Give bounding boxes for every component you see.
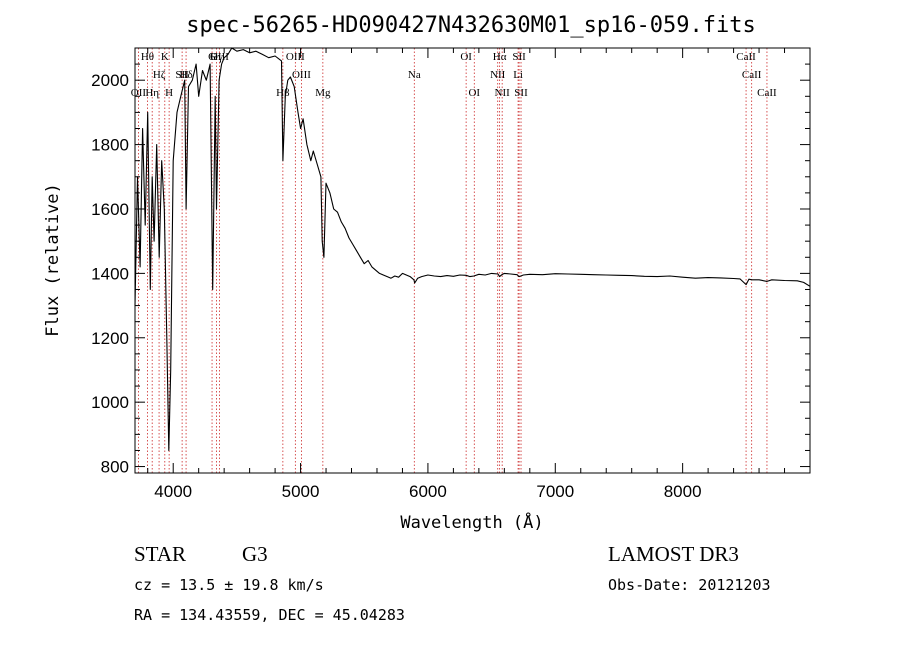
y-tick-label: 1800 [91,136,129,155]
spectral-line-label: OIII [210,51,229,63]
spectral-line-label: SII [512,51,526,63]
chart-title: spec-56265-HD090427N432630M01_sp16-059.f… [186,13,756,38]
x-axis-label: Wavelength (Å) [400,511,543,533]
redshift-info: cz = 13.5 ± 19.8 km/s [134,576,324,594]
y-tick-label: 2000 [91,71,129,90]
obs-date: Obs-Date: 20121203 [608,576,771,594]
x-tick-label: 5000 [282,482,320,501]
spectral-line-label: OIII [286,51,305,63]
spectral-line-label: H [165,87,173,99]
spectral-line-label: G [208,51,216,63]
spectral-line-label: OIII [292,69,311,81]
spectral-line-label: SII [514,87,528,99]
coordinates: RA = 134.43559, DEC = 45.04283 [134,606,405,624]
x-tick-label: 6000 [409,482,447,501]
spectral-line-label: OI [460,51,472,63]
spectrum-line [134,47,811,452]
plot-frame [134,47,811,474]
spectral-line-label: Hθ [141,51,154,63]
x-tick-label: 8000 [664,482,702,501]
spectral-line-label: CaII [757,87,777,99]
y-tick-label: 1000 [91,393,129,412]
spectral-line-label: CaII [742,69,762,81]
object-class: STAR [134,542,186,566]
spectral-line-label: K [161,51,169,63]
spectral-line-label: Hζ [153,69,166,81]
spectral-line-label: Na [408,69,421,81]
spectral-line-label: Hα [493,51,507,63]
spectral-line-label: Mg [315,87,331,99]
spectral-line-label: NII [490,69,506,81]
spectral-line-label: CaII [736,51,756,63]
spectral-line-label: Li [513,69,523,81]
y-tick-label: 1400 [91,264,129,283]
survey-name: LAMOST DR3 [608,542,739,566]
spectral-line-label: Hγ [210,51,223,63]
object-subclass: G3 [242,542,268,566]
spectral-line-label: SII [175,69,189,81]
spectral-line-label: NII [495,87,511,99]
x-tick-label: 7000 [536,482,574,501]
y-tick-label: 1200 [91,329,129,348]
spectral-line-label: OII [131,87,147,99]
y-axis: 800 1000 1200 1400 1600 1800 2000 [91,63,810,477]
spectral-line-markers [138,48,768,473]
x-axis: 4000 5000 6000 7000 8000 [147,48,786,501]
x-tick-label: 4000 [154,482,192,501]
y-tick-label: 800 [101,458,129,477]
y-axis-label: Flux (relative) [43,183,63,337]
spectral-line-label: Hδ [180,69,193,81]
spectral-line-label: Hη [145,87,159,99]
spectral-line-label: Hβ [276,87,290,99]
spectral-line-label: OI [468,87,480,99]
spectral-line-labels: OIIHθHηHζKHHδSIIGHγOIIIHβOIIIOIIIMgNaOIO… [131,51,777,99]
y-tick-label: 1600 [91,200,129,219]
